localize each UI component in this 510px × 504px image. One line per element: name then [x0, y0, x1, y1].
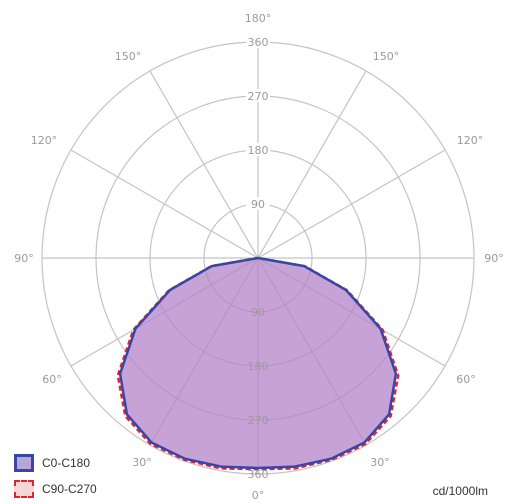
- ring-label-bg-up-3: [246, 89, 270, 102]
- ring-labels: 90 90 180 180 270 270 360 360: [246, 35, 270, 481]
- angle-label-8: 120°: [457, 134, 484, 147]
- ring-label-up-2: 180: [248, 144, 269, 157]
- angle-label-4: 120°: [31, 134, 58, 147]
- series-fill-c0-c180: [120, 258, 396, 468]
- angle-label-2: 60°: [42, 373, 62, 386]
- angle-label-3: 90°: [14, 252, 34, 265]
- legend-swatch-c0-c180: [14, 454, 34, 472]
- angle-label-5: 150°: [115, 50, 142, 63]
- grid-spoke-5: [257, 70, 367, 259]
- legend-item-c90-c270: C90-C270: [14, 476, 97, 502]
- legend: C0-C180 C90-C270: [14, 450, 97, 502]
- angle-labels: 0° 30° 60° 90° 120° 150° 180° 150° 120° 90° 60° 30°: [14, 12, 504, 502]
- angle-label-6: 180°: [245, 12, 272, 25]
- angle-label-7: 150°: [373, 50, 400, 63]
- grid-spoke-4: [257, 149, 446, 259]
- series-line-c0-c180: [118, 256, 398, 470]
- series-layer: [116, 256, 400, 471]
- angle-label-0: 0°: [252, 489, 265, 502]
- ring-label-down-3: 270: [248, 414, 269, 427]
- angle-label-10: 60°: [456, 373, 476, 386]
- legend-item-c0-c180: C0-C180: [14, 450, 97, 476]
- ring-label-up-3: 270: [248, 90, 269, 103]
- angle-label-9: 90°: [484, 252, 504, 265]
- ring-label-up-1: 90: [251, 198, 265, 211]
- ring-label-bg-up-2: [246, 143, 270, 156]
- unit-label: cd/1000lm: [432, 484, 488, 498]
- grid-spoke-7: [149, 70, 259, 259]
- angle-label-1: 30°: [132, 456, 152, 469]
- grid-spoke-8: [70, 149, 259, 259]
- ring-label-down-4: 360: [248, 468, 269, 481]
- ring-label-down-1: 90: [251, 306, 265, 319]
- ring-label-bg-up-4: [246, 35, 270, 48]
- angle-label-11: 30°: [370, 456, 390, 469]
- legend-label-c90-c270: C90-C270: [42, 482, 97, 496]
- ring-label-down-2: 180: [248, 360, 269, 373]
- legend-swatch-c90-c270: [14, 480, 34, 498]
- legend-label-c0-c180: C0-C180: [42, 456, 91, 470]
- ring-label-up-4: 360: [248, 36, 269, 49]
- ring-label-bg-up-1: [246, 197, 270, 210]
